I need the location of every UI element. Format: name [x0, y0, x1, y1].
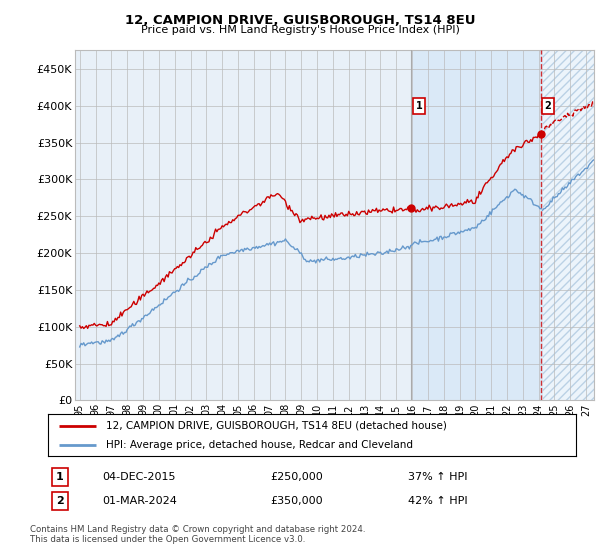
Text: 1: 1 — [416, 101, 422, 111]
Text: 12, CAMPION DRIVE, GUISBOROUGH, TS14 8EU: 12, CAMPION DRIVE, GUISBOROUGH, TS14 8EU — [125, 14, 475, 27]
Bar — [411, 50, 594, 400]
Text: HPI: Average price, detached house, Redcar and Cleveland: HPI: Average price, detached house, Redc… — [106, 440, 413, 450]
Text: 37% ↑ HPI: 37% ↑ HPI — [408, 472, 467, 482]
Text: £250,000: £250,000 — [270, 472, 323, 482]
Text: 04-DEC-2015: 04-DEC-2015 — [102, 472, 176, 482]
Text: 1: 1 — [56, 472, 64, 482]
Text: 2: 2 — [544, 101, 551, 111]
Text: £350,000: £350,000 — [270, 496, 323, 506]
Text: 01-MAR-2024: 01-MAR-2024 — [102, 496, 177, 506]
Text: 2: 2 — [56, 496, 64, 506]
Text: 42% ↑ HPI: 42% ↑ HPI — [408, 496, 467, 506]
Text: Contains HM Land Registry data © Crown copyright and database right 2024.
This d: Contains HM Land Registry data © Crown c… — [30, 525, 365, 544]
Text: Price paid vs. HM Land Registry's House Price Index (HPI): Price paid vs. HM Land Registry's House … — [140, 25, 460, 35]
Bar — [542, 46, 594, 400]
Text: 12, CAMPION DRIVE, GUISBOROUGH, TS14 8EU (detached house): 12, CAMPION DRIVE, GUISBOROUGH, TS14 8EU… — [106, 421, 447, 431]
